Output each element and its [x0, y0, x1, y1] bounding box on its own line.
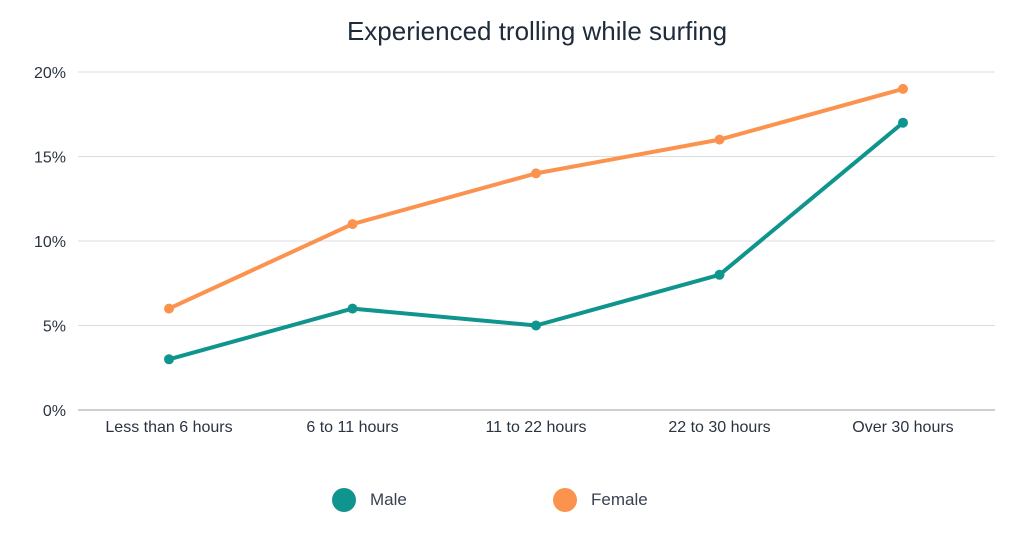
data-point-female: [164, 303, 174, 314]
x-tick-label: 22 to 30 hours: [668, 419, 770, 436]
legend-label-female: Female: [591, 490, 648, 509]
legend-marker-female: [553, 488, 577, 512]
y-tick-label: 20%: [34, 65, 66, 82]
x-tick-label: Less than 6 hours: [105, 419, 232, 436]
legend-marker-male: [332, 488, 356, 512]
series-line-female: [167, 86, 905, 311]
data-point-male: [714, 269, 725, 280]
data-point-female: [347, 219, 358, 230]
data-point-female: [898, 83, 908, 94]
line-chart: 0% 5% 10% 15% 20% Less than 6 hours 6 to 11 ho…: [34, 65, 995, 436]
x-tick-label: 11 to 22 hours: [485, 419, 586, 436]
legend-label-male: Male: [370, 490, 407, 509]
data-point-female: [714, 134, 725, 145]
data-point-male: [531, 320, 541, 331]
legend-item-male: Male: [332, 488, 407, 512]
data-point-male: [347, 303, 358, 314]
data-point-male: [164, 354, 174, 365]
chart-title: Experienced trolling while surfing: [346, 16, 728, 46]
y-tick-label: 15%: [34, 150, 66, 167]
y-tick-label: 10%: [34, 234, 66, 251]
legend-item-female: Female: [553, 488, 648, 512]
legend: Male Female: [0, 488, 1024, 518]
y-tick-label: 5%: [43, 319, 66, 336]
data-point-female: [531, 168, 541, 179]
data-point-male: [898, 117, 908, 128]
y-tick-label: 0%: [43, 403, 66, 420]
x-tick-label: Over 30 hours: [852, 419, 953, 436]
x-tick-label: 6 to 11 hours: [306, 419, 398, 436]
